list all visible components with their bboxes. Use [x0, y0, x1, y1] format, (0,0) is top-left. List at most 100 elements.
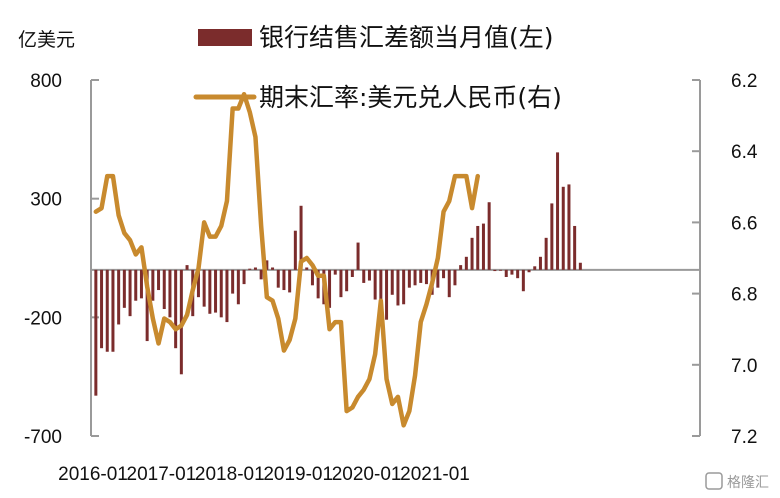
right-tick-label: 7.2: [731, 427, 757, 448]
bar: [367, 269, 371, 281]
bar: [196, 269, 200, 298]
legend-bar-label: 银行结售汇差额当月值(左): [259, 23, 554, 52]
line-point: [408, 410, 410, 412]
bar: [288, 269, 292, 293]
bar: [544, 237, 548, 270]
legend: 银行结售汇差额当月值(左) 期末汇率:美元兑人民币(右): [193, 23, 562, 112]
line-point: [192, 289, 194, 291]
bar: [145, 269, 149, 342]
line-point: [203, 221, 205, 223]
bar: [385, 269, 389, 320]
line-point: [386, 378, 388, 380]
bar: [162, 269, 166, 310]
bar: [464, 256, 468, 270]
bar: [231, 269, 235, 294]
bar: [573, 225, 577, 270]
line-point: [243, 93, 245, 95]
bar: [556, 152, 560, 270]
line-point: [186, 314, 188, 316]
bar: [447, 269, 451, 298]
line-point: [123, 232, 125, 234]
line-point: [334, 321, 336, 323]
line-point: [346, 410, 348, 412]
bar: [345, 269, 349, 292]
line-point: [454, 175, 456, 177]
bar: [510, 269, 514, 275]
line-point: [226, 200, 228, 202]
bar: [276, 269, 280, 288]
line-point: [340, 321, 342, 323]
bar-series: [94, 152, 582, 396]
line-point: [317, 275, 319, 277]
line-point: [197, 268, 199, 270]
bar: [271, 267, 275, 270]
left-unit-label: 亿美元: [18, 29, 75, 51]
bar: [493, 269, 497, 272]
bar: [402, 269, 406, 305]
left-tick-label: 300: [30, 190, 62, 211]
watermark-text: 格隆汇: [727, 475, 769, 491]
bar: [105, 269, 109, 352]
x-tick-label: 2021-01: [400, 464, 470, 485]
line-series-path: [93, 91, 480, 428]
line-point: [437, 257, 439, 259]
bar: [362, 269, 366, 283]
x-tick-label: 2016-01: [58, 464, 128, 485]
line-point: [215, 236, 217, 238]
bar: [424, 269, 428, 285]
bar: [316, 269, 320, 299]
line-point: [232, 107, 234, 109]
line-point: [209, 236, 211, 238]
bar: [305, 267, 309, 270]
bar: [470, 237, 474, 270]
right-axis-ticks: 6.2 6.4 6.6 6.8 7.0 7.2: [692, 71, 758, 448]
bar: [407, 269, 411, 288]
bar: [419, 269, 423, 283]
bar: [396, 269, 400, 306]
bar: [225, 269, 229, 323]
line-point: [351, 407, 353, 409]
line-point: [477, 175, 479, 177]
line-point: [249, 111, 251, 113]
chart-axes: [90, 80, 701, 436]
bar: [299, 205, 303, 270]
bar: [208, 269, 212, 314]
line-point: [175, 328, 177, 330]
line-point: [254, 136, 256, 138]
x-tick-label: 2019-01: [263, 464, 333, 485]
bar: [328, 269, 332, 308]
left-axis-ticks: 800 300 -200 -700: [24, 71, 99, 448]
line-point: [158, 342, 160, 344]
line-point: [129, 239, 131, 241]
line-point: [146, 285, 148, 287]
left-tick-label: -700: [24, 427, 62, 448]
line-point: [140, 246, 142, 248]
bar: [504, 269, 508, 277]
bar: [122, 269, 126, 308]
right-tick-label: 6.2: [731, 71, 757, 92]
line-point: [283, 350, 285, 352]
bar: [139, 269, 143, 299]
line-point: [180, 325, 182, 327]
line-point: [277, 318, 279, 320]
line-point: [169, 321, 171, 323]
bar: [481, 223, 485, 270]
bar: [476, 225, 480, 270]
bar: [527, 269, 531, 273]
bar: [174, 269, 178, 349]
line-point: [431, 282, 433, 284]
right-tick-label: 7.0: [731, 356, 757, 377]
right-tick-label: 6.8: [731, 285, 757, 306]
watermark-logo-icon: [705, 472, 723, 490]
line-point: [420, 321, 422, 323]
bar: [487, 202, 491, 270]
bar: [219, 269, 223, 318]
bar: [561, 186, 565, 270]
line-point: [289, 339, 291, 341]
line-point: [152, 318, 154, 320]
bar: [516, 269, 520, 279]
line-point: [306, 257, 308, 259]
bar: [550, 203, 554, 270]
line-point: [101, 207, 103, 209]
bar: [339, 269, 343, 298]
